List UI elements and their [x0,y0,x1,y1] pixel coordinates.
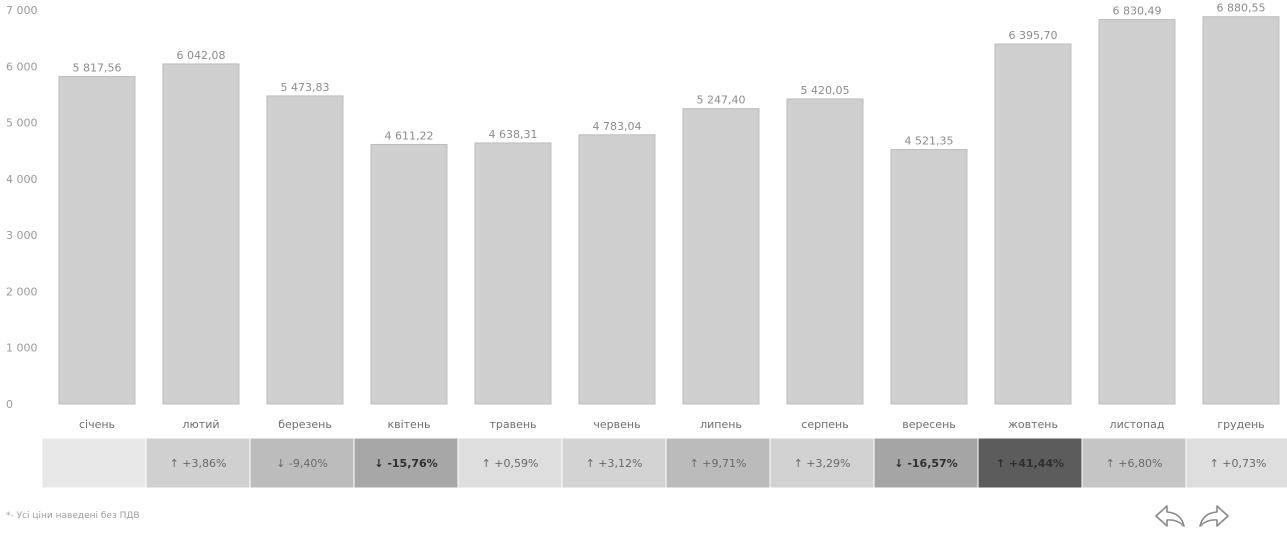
change-label: ↓ -16,57% [894,457,957,470]
bar-value-label: 4 638,31 [489,128,538,141]
bar-value-label: 6 042,08 [177,49,226,62]
x-tick-label: липень [700,418,742,431]
bar-value-label: 6 830,49 [1113,5,1162,18]
y-tick-label: 4 000 [6,173,38,186]
change-label: ↑ +9,71% [690,457,747,470]
bar-value-label: 4 521,35 [905,135,954,148]
change-cell [1081,437,1187,489]
bar [1098,19,1176,405]
x-tick-label: березень [278,418,332,431]
x-tick-label: листопад [1110,418,1165,431]
x-tick-label: червень [593,418,640,431]
bar [1202,16,1280,405]
change-cell [457,437,563,489]
x-tick-label: лютий [183,418,220,431]
change-label: ↓ -9,40% [276,457,328,470]
bar [578,134,656,405]
change-label: ↑ +41,44% [996,457,1064,470]
x-tick-label: жовтень [1008,418,1058,431]
undo-arrow-icon [1155,505,1185,527]
y-tick-label: 7 000 [6,4,38,17]
bar [162,63,240,405]
bar-value-label: 5 473,83 [281,81,330,94]
bar-value-label: 5 817,56 [73,62,122,75]
redo-arrow-icon [1199,505,1229,527]
y-tick-label: 1 000 [6,342,38,355]
bar-value-label: 6 395,70 [1009,29,1058,42]
change-label: ↑ +3,29% [794,457,851,470]
change-cell [145,437,251,489]
change-cell [353,437,459,489]
change-cell [561,437,667,489]
forward-button[interactable] [1194,500,1232,534]
bar [370,143,448,405]
navigation-buttons [1152,500,1232,534]
bar-value-label: 5 247,40 [697,94,746,107]
change-cell [249,437,355,489]
y-tick-label: 2 000 [6,285,38,298]
bar-value-label: 4 783,04 [593,120,642,133]
change-cell [769,437,875,489]
bar [786,98,864,405]
back-button[interactable] [1152,500,1190,534]
bar-value-label: 4 611,22 [385,129,434,142]
change-label: ↑ +3,12% [586,457,643,470]
y-tick-label: 0 [6,398,13,411]
bar [890,149,968,405]
bar [58,76,136,405]
bar-value-label: 5 420,05 [801,84,850,97]
bar-value-label: 6 880,55 [1217,2,1266,15]
x-tick-label: січень [79,418,115,431]
change-label: ↓ -15,76% [374,457,437,470]
bar [474,142,552,405]
change-cell [977,437,1083,489]
change-cell [41,437,147,489]
y-tick-label: 6 000 [6,60,38,73]
x-tick-label: серпень [801,418,848,431]
change-label: ↑ +3,86% [170,457,227,470]
bar [682,108,760,405]
x-tick-label: грудень [1217,418,1264,431]
change-cell [665,437,771,489]
change-label: ↑ +0,73% [1210,457,1267,470]
change-label: ↑ +6,80% [1106,457,1163,470]
change-cell [873,437,979,489]
footnote: *- Усі ціни наведені без ПДВ [6,511,140,521]
x-tick-label: травень [489,418,536,431]
change-cell [1185,437,1287,489]
y-tick-label: 3 000 [6,229,38,242]
bar [994,43,1072,405]
change-label: ↑ +0,59% [482,457,539,470]
bar [266,95,344,405]
x-tick-label: вересень [902,418,956,431]
monthly-bar-chart: 0 1 000 2 000 3 000 4 000 5 000 6 000 7 000 5 81… [6,2,1287,489]
y-tick-label: 5 000 [6,117,38,130]
x-tick-label: квітень [387,418,430,431]
